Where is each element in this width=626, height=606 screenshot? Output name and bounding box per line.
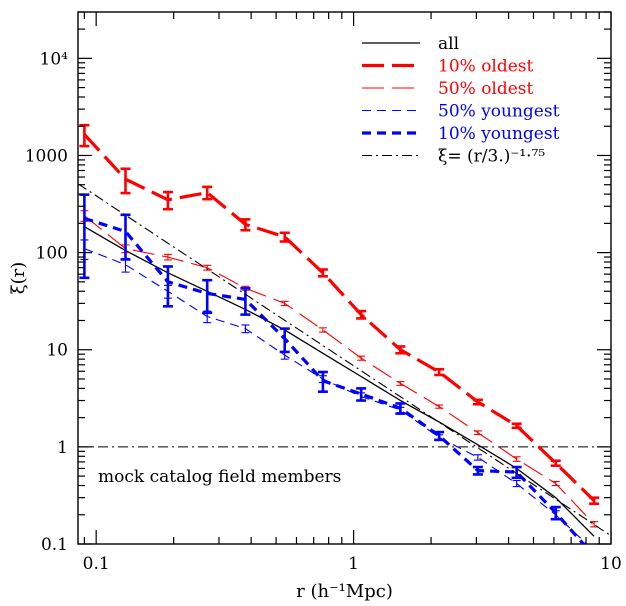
y-tick-label: 1	[57, 438, 68, 458]
annotation-text: mock catalog field members	[98, 467, 341, 487]
y-tick-label: 100	[36, 244, 68, 264]
y-tick-label: 10⁴	[40, 49, 69, 69]
series-line-3	[84, 248, 588, 544]
plot-frame-group	[77, 11, 612, 545]
y-tick-label: 10	[46, 341, 68, 361]
ticks-group	[78, 11, 612, 545]
series-line-1	[83, 133, 596, 502]
y-axis-title: ξ(r)	[8, 262, 29, 295]
series-line-5	[78, 183, 611, 537]
labels-group: 0.1 1 10 0.1 1 10 100 1000 10⁴ r (h⁻¹Mpc) ξ(r) mock…	[8, 49, 622, 602]
y-tick-label: 0.1	[41, 535, 68, 555]
series-group	[78, 123, 611, 544]
x-tick-label: 0.1	[83, 554, 110, 574]
y-tick-label: 1000	[25, 146, 68, 166]
series-line-4	[83, 216, 586, 544]
legend-label-4: 10% youngest	[438, 124, 560, 144]
legend-label-5: ξ= (r/3.)⁻¹·⁷⁵	[438, 147, 545, 167]
legend-label-3: 50% youngest	[438, 102, 560, 122]
x-tick-label: 1	[348, 554, 359, 574]
series-line-0	[84, 226, 595, 537]
plot-frame	[77, 11, 612, 545]
legend-label-0: all	[438, 34, 459, 54]
x-tick-label: 10	[600, 554, 622, 574]
series-line-2	[84, 215, 595, 525]
legend-label-1: 10% oldest	[438, 57, 534, 77]
legend-label-2: 50% oldest	[438, 79, 534, 99]
x-axis-title: r (h⁻¹Mpc)	[296, 581, 393, 602]
